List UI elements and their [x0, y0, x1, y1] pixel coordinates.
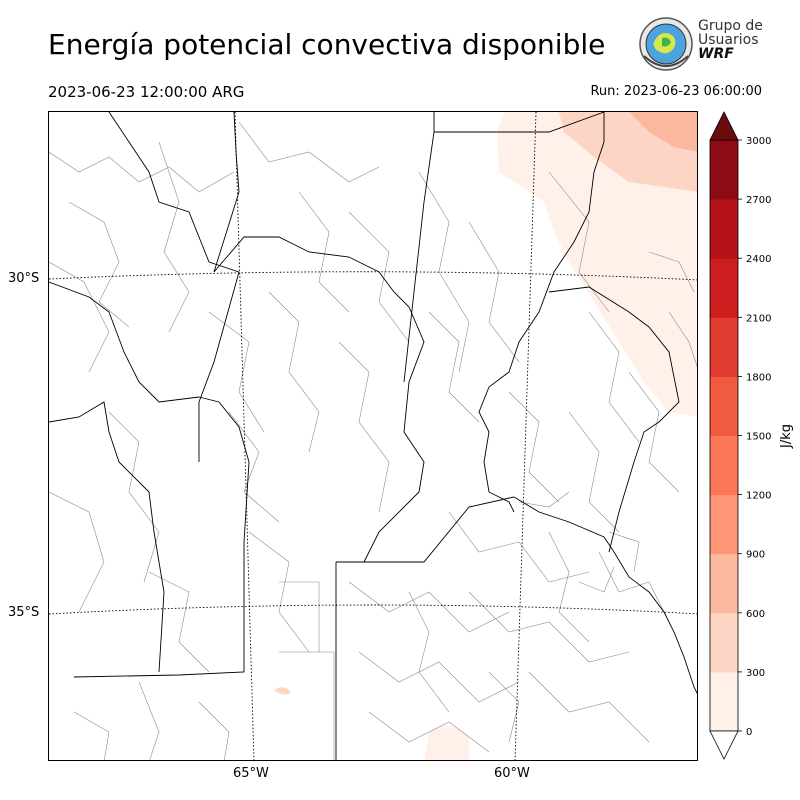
colorbar-bin — [710, 199, 738, 259]
graticule — [49, 112, 697, 760]
colorbar-tick-label: 1500 — [746, 432, 771, 443]
cape-spot-west — [274, 687, 291, 695]
colorbar-bin — [710, 612, 738, 673]
colorbar-bin — [710, 258, 738, 318]
colorbar-tick-label: 300 — [746, 668, 765, 679]
province-boundaries — [49, 112, 697, 760]
logo: Grupo de Usuarios WRF — [638, 16, 768, 72]
colorbar-tick-label: 600 — [746, 609, 765, 620]
lon-label-60w: 60°W — [494, 766, 530, 781]
colorbar-tick-label: 2100 — [746, 313, 771, 324]
district-boundaries — [49, 121, 697, 760]
run-time: Run: 2023-06-23 06:00:00 — [590, 84, 762, 99]
valid-time: 2023-06-23 12:00:00 ARG — [48, 83, 245, 101]
colorbar-bin — [710, 553, 738, 614]
map-title: Energía potencial convectiva disponible — [48, 28, 606, 61]
colorbar: 0 300 600 900 1200 1500 1800 2100 2400 2700 3000 J… — [700, 108, 800, 768]
logo-line-2: Usuarios — [698, 32, 759, 48]
colorbar-bin — [710, 435, 738, 496]
colorbar-min-triangle — [709, 730, 739, 760]
colorbar-extend-triangle — [709, 111, 739, 141]
colorbar-tick-label: 3000 — [746, 136, 771, 147]
logo-text: Grupo de Usuarios WRF — [698, 19, 763, 61]
lat-label-30s: 30°S — [8, 271, 40, 286]
colorbar-tick-label: 900 — [746, 550, 765, 561]
colorbar-tick-label: 2700 — [746, 195, 771, 206]
colorbar-tick-label: 1200 — [746, 491, 771, 502]
lon-label-65w: 65°W — [233, 766, 269, 781]
colorbar-bin — [710, 494, 738, 555]
colorbar-bin — [710, 317, 738, 377]
cape-shading-high — [629, 112, 697, 152]
colorbar-bin — [710, 140, 738, 200]
map-svg — [49, 112, 697, 760]
cape-spot-south — [424, 725, 469, 760]
map-panel — [48, 111, 698, 761]
colorbar-bin — [710, 671, 738, 732]
globe-logo-icon — [639, 17, 693, 71]
lat-label-35s: 35°S — [8, 605, 40, 620]
colorbar-label: J/kg — [779, 424, 794, 449]
colorbar-tick-label: 0 — [746, 727, 752, 738]
colorbar-bin — [710, 376, 738, 436]
cape-shading-low — [497, 112, 697, 417]
colorbar-svg: 0 300 600 900 1200 1500 1800 2100 2400 2700 3000 J… — [709, 111, 794, 760]
colorbar-tick-label: 1800 — [746, 372, 771, 383]
logo-line-3: WRF — [698, 46, 734, 62]
colorbar-tick-label: 2400 — [746, 254, 771, 265]
logo-line-1: Grupo de — [698, 18, 763, 34]
